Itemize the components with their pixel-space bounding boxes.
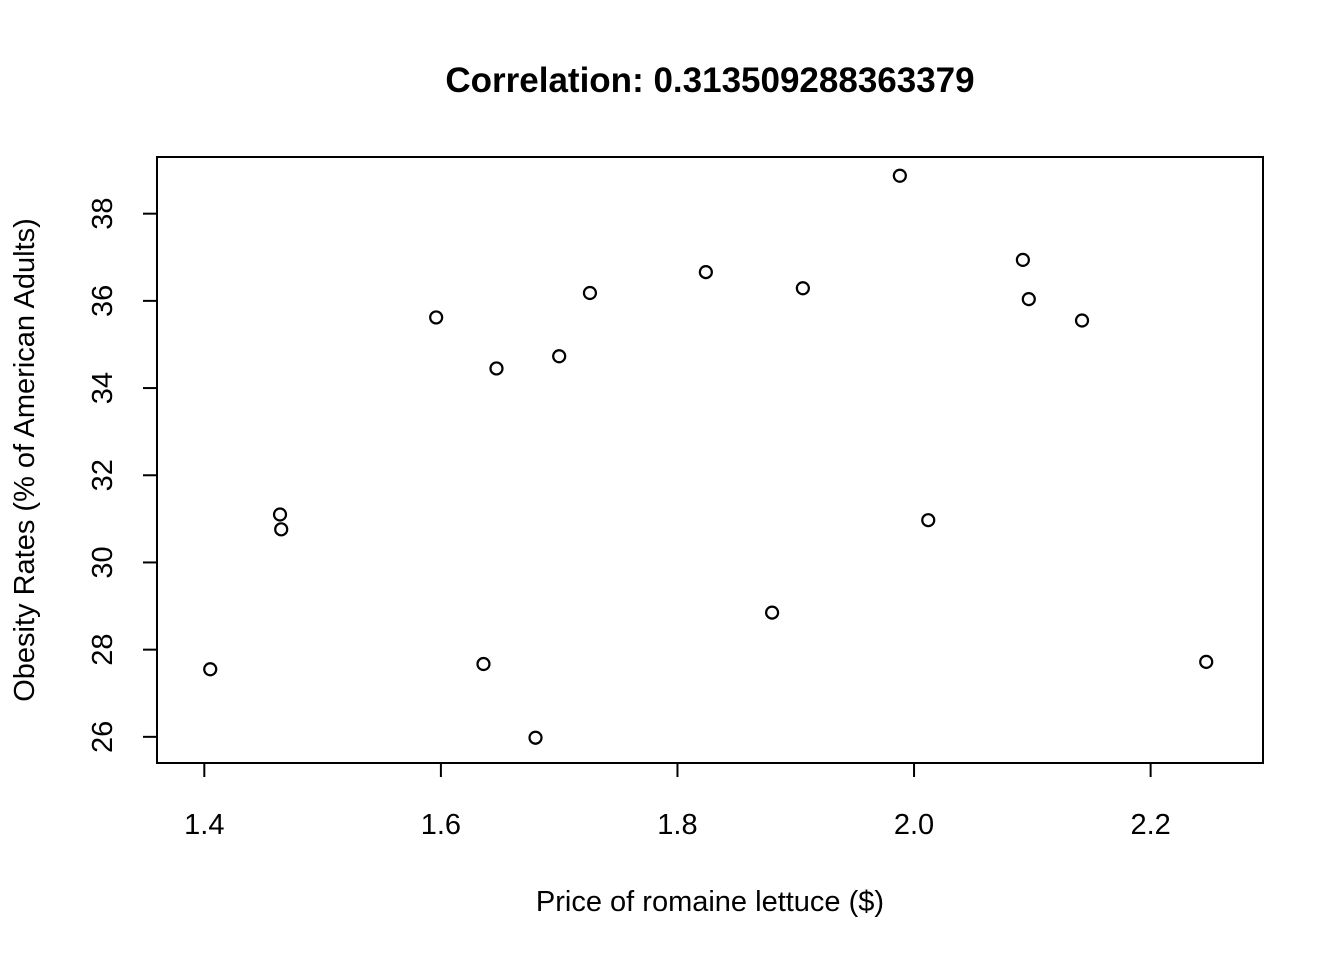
y-tick-label: 34 bbox=[87, 372, 119, 404]
data-point bbox=[1199, 654, 1214, 669]
data-point bbox=[203, 662, 218, 677]
x-axis: 1.4 1.6 1.8 2.0 2.2 bbox=[184, 762, 1171, 841]
plot-frame bbox=[156, 156, 1264, 764]
y-tick-label: 36 bbox=[87, 285, 119, 317]
data-point bbox=[476, 656, 491, 672]
data-point bbox=[921, 513, 936, 528]
y-tick-label: 30 bbox=[87, 546, 119, 578]
x-tick-label: 1.8 bbox=[657, 809, 697, 841]
data-point bbox=[1074, 313, 1090, 328]
x-axis-label: Price of romaine lettuce ($) bbox=[536, 886, 884, 918]
y-tick-label: 32 bbox=[87, 459, 119, 491]
data-point bbox=[765, 605, 780, 620]
data-point bbox=[528, 730, 543, 745]
data-point bbox=[272, 507, 288, 522]
y-tick-label: 26 bbox=[87, 721, 119, 753]
y-axis-label: Obesity Rates (% of American Adults) bbox=[9, 218, 41, 702]
data-point bbox=[429, 310, 444, 325]
chart-title: Correlation: 0.313509288363379 bbox=[445, 61, 974, 100]
data-point bbox=[795, 281, 810, 296]
data-point bbox=[892, 168, 907, 183]
data-point bbox=[698, 264, 713, 280]
data-point bbox=[1021, 292, 1036, 307]
x-tick-label: 2.2 bbox=[1130, 809, 1170, 841]
y-axis: 26 28 30 32 34 36 38 bbox=[87, 198, 158, 753]
x-tick-label: 2.0 bbox=[894, 809, 934, 841]
y-tick-label: 28 bbox=[87, 634, 119, 666]
data-point bbox=[274, 522, 289, 537]
data-point bbox=[1015, 252, 1030, 267]
data-point bbox=[489, 361, 504, 376]
y-tick-label: 38 bbox=[87, 198, 119, 230]
x-tick-label: 1.6 bbox=[421, 809, 461, 841]
data-point bbox=[552, 349, 567, 364]
data-point bbox=[582, 285, 598, 301]
data-points bbox=[203, 168, 1214, 745]
x-tick-label: 1.4 bbox=[184, 809, 224, 841]
